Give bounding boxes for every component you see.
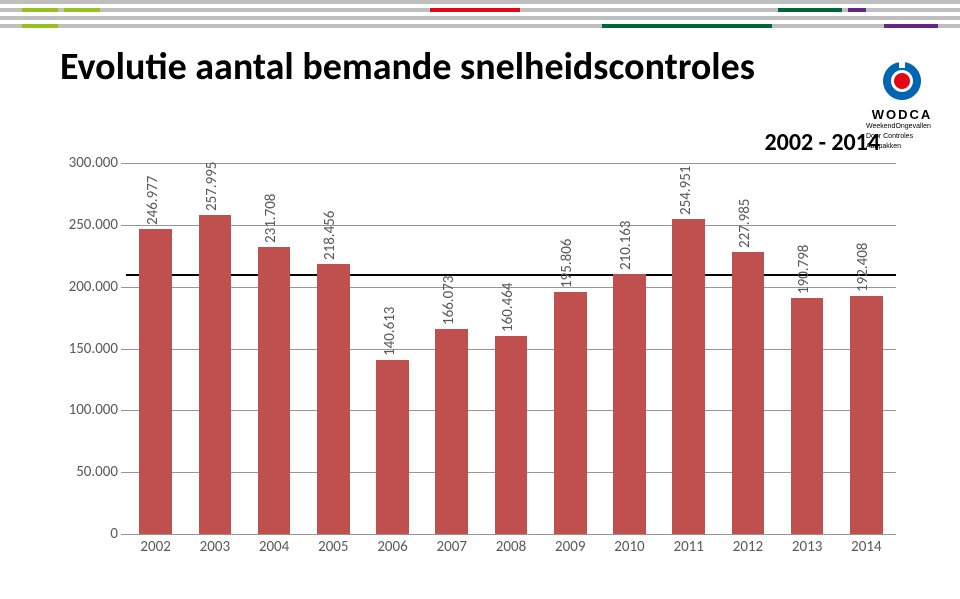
bar: 246.977: [139, 229, 172, 534]
bar-value-label: 246.977: [144, 175, 162, 224]
y-axis-label: 200.000: [69, 278, 126, 296]
bar-value-label: 140.613: [381, 307, 399, 356]
x-axis-label: 2009: [555, 534, 585, 556]
x-axis-label: 2008: [496, 534, 526, 556]
bar: 195.806: [554, 292, 587, 534]
bar-value-label: 166.073: [440, 275, 458, 324]
bar-value-label: 227.985: [736, 199, 754, 248]
bar: 166.073: [435, 329, 468, 534]
bar: 231.708: [258, 247, 291, 534]
logo-text: WODCA: [866, 108, 938, 121]
x-axis-label: 2012: [733, 534, 763, 556]
header-stripes: [0, 0, 960, 36]
x-axis-label: 2010: [614, 534, 644, 556]
bar-value-label: 160.464: [499, 282, 517, 331]
y-axis-label: 50.000: [76, 463, 126, 481]
x-axis-label: 2002: [140, 534, 170, 556]
plot-area: 050.000100.000150.000200.000250.000300.0…: [126, 163, 896, 535]
bar: 190.798: [791, 298, 824, 534]
y-axis-label: 100.000: [69, 401, 126, 419]
x-axis-label: 2011: [673, 534, 703, 556]
bar: 210.163: [613, 274, 646, 534]
bar-value-label: 254.951: [677, 165, 695, 214]
y-axis-label: 0: [110, 525, 126, 543]
bar: 140.613: [376, 360, 409, 534]
bar-value-label: 231.708: [262, 194, 280, 243]
bar-value-label: 257.995: [203, 162, 221, 211]
bar: 227.985: [732, 252, 765, 534]
bar-chart: 0 50.000 100.000 150.000 200.000 250.000 300.0…: [58, 155, 902, 557]
x-axis-label: 2006: [377, 534, 407, 556]
x-axis-label: 2004: [259, 534, 289, 556]
bar: 254.951: [672, 219, 705, 534]
y-axis-label: 300.000: [69, 154, 126, 172]
x-axis-label: 2014: [851, 534, 881, 556]
bar-value-label: 192.408: [854, 243, 872, 292]
bar-value-label: 190.798: [795, 245, 813, 294]
page-title: Evolutie aantal bemande snelheidscontrol…: [60, 44, 755, 90]
year-range-label: 2002 - 2014: [764, 128, 880, 157]
bar-value-label: 218.456: [321, 210, 339, 259]
x-axis-label: 2003: [200, 534, 230, 556]
bar-value-label: 195.806: [558, 238, 576, 287]
x-axis-label: 2005: [318, 534, 348, 556]
bar: 160.464: [495, 336, 528, 534]
bar: 218.456: [317, 264, 350, 534]
wodca-logo-icon: [879, 58, 925, 104]
x-axis-label: 2007: [437, 534, 467, 556]
bar-value-label: 210.163: [617, 221, 635, 270]
x-axis-label: 2013: [792, 534, 822, 556]
y-axis-label: 250.000: [69, 216, 126, 234]
bar: 192.408: [850, 296, 883, 534]
bar: 257.995: [199, 215, 232, 534]
y-axis-label: 150.000: [69, 340, 126, 358]
